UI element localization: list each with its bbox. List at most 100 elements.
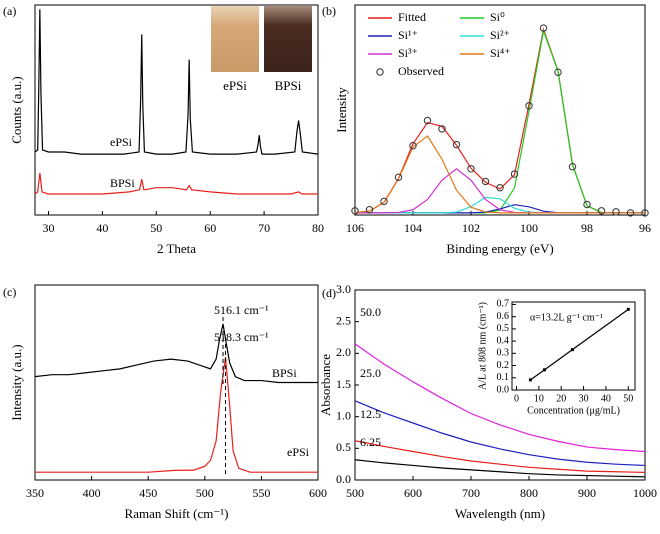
x-axis-label: Raman Shift (cm⁻¹)	[125, 506, 229, 521]
x-axis-label: Concentration (μg/mL)	[527, 405, 620, 416]
y-tick-label: 0.0	[497, 384, 510, 395]
series-line	[354, 135, 645, 214]
observed-point	[351, 207, 359, 215]
x-tick-label: 50	[150, 221, 162, 235]
photo-bpsi	[264, 6, 312, 72]
x-tick-label: 600	[404, 486, 422, 500]
x-tick-label: 102	[462, 221, 480, 235]
panel-label: (a)	[3, 4, 16, 18]
x-tick-label: 550	[252, 486, 270, 500]
observed-point	[380, 197, 388, 206]
x-tick-label: 450	[139, 486, 157, 500]
observed-point	[409, 142, 417, 150]
x-tick-label: 30	[42, 221, 54, 235]
x-tick-label: 80	[312, 221, 324, 235]
photo-label: BPSi	[275, 78, 302, 93]
observed-point	[554, 68, 562, 76]
y-tick-label: 1.5	[336, 377, 351, 391]
x-tick-label: 40	[96, 221, 108, 235]
observed-point	[452, 140, 461, 149]
series-line	[354, 440, 646, 473]
data-point	[626, 307, 630, 311]
observed-point	[539, 24, 548, 32]
series-label: 12.5	[360, 407, 381, 421]
observed-point	[481, 177, 490, 186]
observed-point	[583, 200, 591, 209]
observed-point	[510, 170, 519, 178]
series-label: 25.0	[360, 366, 381, 380]
series-line	[34, 9, 319, 155]
x-tick-label: 70	[258, 221, 270, 235]
y-axis-label: Intensity (a.u.)	[9, 344, 24, 420]
x-tick-label: 800	[520, 486, 538, 500]
x-tick-label: 96	[639, 221, 651, 235]
series-label: 50.0	[360, 305, 381, 319]
legend-label: Si⁴⁺	[490, 46, 511, 60]
x-tick-label: 350	[26, 486, 44, 500]
y-tick-label: 0.5	[497, 323, 510, 334]
series-line	[35, 357, 318, 473]
series-line	[354, 343, 646, 453]
x-tick-label: 400	[83, 486, 101, 500]
y-axis-label: Intensity	[334, 87, 349, 133]
series-label: ePSi	[287, 445, 310, 459]
panel-label: (d)	[322, 286, 336, 300]
data-point	[528, 378, 532, 382]
x-tick-label: 40	[601, 393, 611, 404]
data-point	[542, 368, 546, 372]
y-tick-label: 0.7	[497, 299, 510, 310]
x-tick-label: 100	[520, 221, 538, 235]
photo-epsi	[211, 6, 259, 72]
x-tick-label: 700	[462, 486, 480, 500]
series-line	[355, 204, 645, 214]
legend-label: Fitted	[398, 10, 426, 24]
series-line	[34, 172, 318, 195]
legend-label: Si⁰	[490, 10, 505, 24]
series-line	[530, 308, 629, 381]
series-line	[34, 323, 318, 384]
x-tick-label: 10	[534, 393, 544, 404]
observed-point	[626, 209, 635, 217]
x-tick-label: 30	[579, 393, 589, 404]
observed-point	[641, 209, 649, 217]
x-tick-label: 1000	[633, 486, 657, 500]
legend-label: Observed	[398, 64, 444, 78]
y-tick-label: 1.0	[336, 408, 351, 422]
x-axis-label: Binding energy (eV)	[446, 241, 553, 256]
y-tick-label: 0.0	[336, 472, 351, 486]
plot-frame	[511, 301, 636, 391]
series-label: BPSi	[272, 366, 297, 380]
x-tick-label: 20	[556, 393, 566, 404]
panel-label: (c)	[3, 285, 16, 299]
x-tick-label: 500	[196, 486, 214, 500]
x-tick-label: 0	[514, 393, 519, 404]
series-line	[354, 459, 646, 478]
x-tick-label: 500	[346, 486, 364, 500]
plot-frame	[354, 4, 646, 216]
photo-label: ePSi	[223, 78, 247, 93]
observed-point	[612, 208, 620, 216]
y-tick-label: 0.2	[497, 360, 510, 371]
observed-point	[467, 165, 475, 173]
x-tick-label: 60	[204, 221, 216, 235]
series-label: 6.25	[360, 435, 381, 449]
y-tick-label: 0.3	[497, 348, 510, 359]
y-axis-label: A/L at 808 nm (cm⁻¹)	[477, 302, 488, 390]
y-tick-label: 2.0	[336, 345, 351, 359]
observed-point	[597, 207, 606, 215]
observed-point	[365, 206, 374, 214]
legend-marker	[376, 68, 384, 76]
legend-label: Si¹⁺	[398, 28, 418, 42]
y-tick-label: 2.5	[336, 313, 351, 327]
y-tick-label: 0.5	[336, 440, 351, 454]
y-axis-label: Absorbance	[318, 354, 333, 416]
annotation: α=13.2L g⁻¹ cm⁻¹	[530, 312, 603, 323]
series-label: BPSi	[110, 176, 135, 190]
annotation: 518.3 cm⁻¹	[214, 330, 269, 344]
data-point	[570, 348, 574, 352]
y-axis-label: Counts (a.u.)	[9, 76, 24, 144]
x-axis-label: 2 Theta	[157, 241, 196, 256]
panel-label: (b)	[322, 4, 336, 18]
observed-point	[394, 173, 403, 181]
